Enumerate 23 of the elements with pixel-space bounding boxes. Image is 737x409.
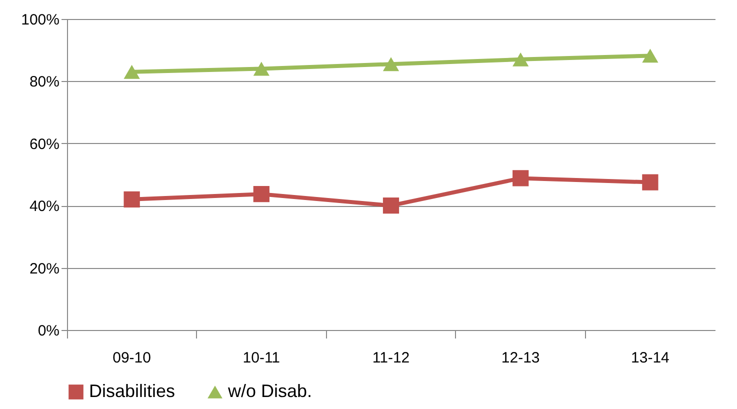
point xyxy=(642,174,658,190)
point xyxy=(124,64,140,79)
point xyxy=(512,170,529,186)
x-tick-label: 13-14 xyxy=(631,350,670,366)
point xyxy=(124,191,140,208)
point xyxy=(382,198,400,214)
point xyxy=(253,62,270,76)
legend-label: Disabilities xyxy=(89,381,176,401)
x-tick-label: 12-13 xyxy=(501,350,540,366)
point xyxy=(382,57,400,72)
point xyxy=(512,52,529,66)
x-tick-label: 11-12 xyxy=(372,350,410,366)
x-tick-label: 09-10 xyxy=(112,350,151,366)
y-tick-label: 100% xyxy=(21,12,60,28)
point xyxy=(253,186,270,202)
legend-label: w/o Disab. xyxy=(227,381,312,401)
y-tick-label: 20% xyxy=(29,260,60,278)
point xyxy=(642,48,658,63)
y-tick-label: 0% xyxy=(38,322,60,340)
y-tick-label: 60% xyxy=(29,136,60,153)
x-tick-label: 10-11 xyxy=(242,350,280,366)
y-tick-label: 80% xyxy=(29,74,60,91)
y-tick-label: 40% xyxy=(29,198,60,216)
